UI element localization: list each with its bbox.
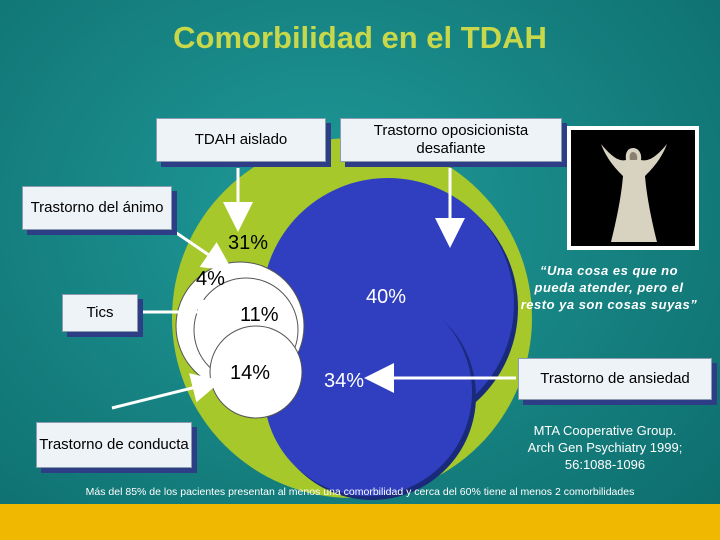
animo-box: Trastorno del ánimo xyxy=(22,186,172,230)
citation: MTA Cooperative Group. Arch Gen Psychiat… xyxy=(527,423,683,472)
slide-title: Comorbilidad en el TDAH xyxy=(173,20,547,55)
ghost-picture-frame xyxy=(567,126,699,250)
conducta-circle xyxy=(209,325,303,419)
quote-text: “Una cosa es que no pueda atender, pero … xyxy=(520,263,698,312)
ansiedad-box: Trastorno de ansiedad xyxy=(518,358,712,400)
pct-4: 4% xyxy=(196,268,225,290)
arrow-conducta xyxy=(111,373,222,410)
tdah-aislado-box: TDAH aislado xyxy=(156,118,326,162)
conducta-box: Trastorno de conducta xyxy=(36,422,192,468)
pct-40: 40% xyxy=(366,286,407,308)
tics-box: Tics xyxy=(62,294,138,332)
pct-34: 34% xyxy=(324,370,365,392)
ghost-figure-icon xyxy=(601,144,667,242)
ghost-picture xyxy=(571,130,695,246)
pct-11: 11% xyxy=(240,304,279,326)
footnote: Más del 85% de los pacientes presentan a… xyxy=(85,486,635,498)
pct-31: 31% xyxy=(228,232,269,254)
bottom-bar xyxy=(0,504,720,540)
pct-14: 14% xyxy=(230,362,271,384)
oposicionista-box: Trastorno oposicionista desafiante xyxy=(340,118,562,162)
